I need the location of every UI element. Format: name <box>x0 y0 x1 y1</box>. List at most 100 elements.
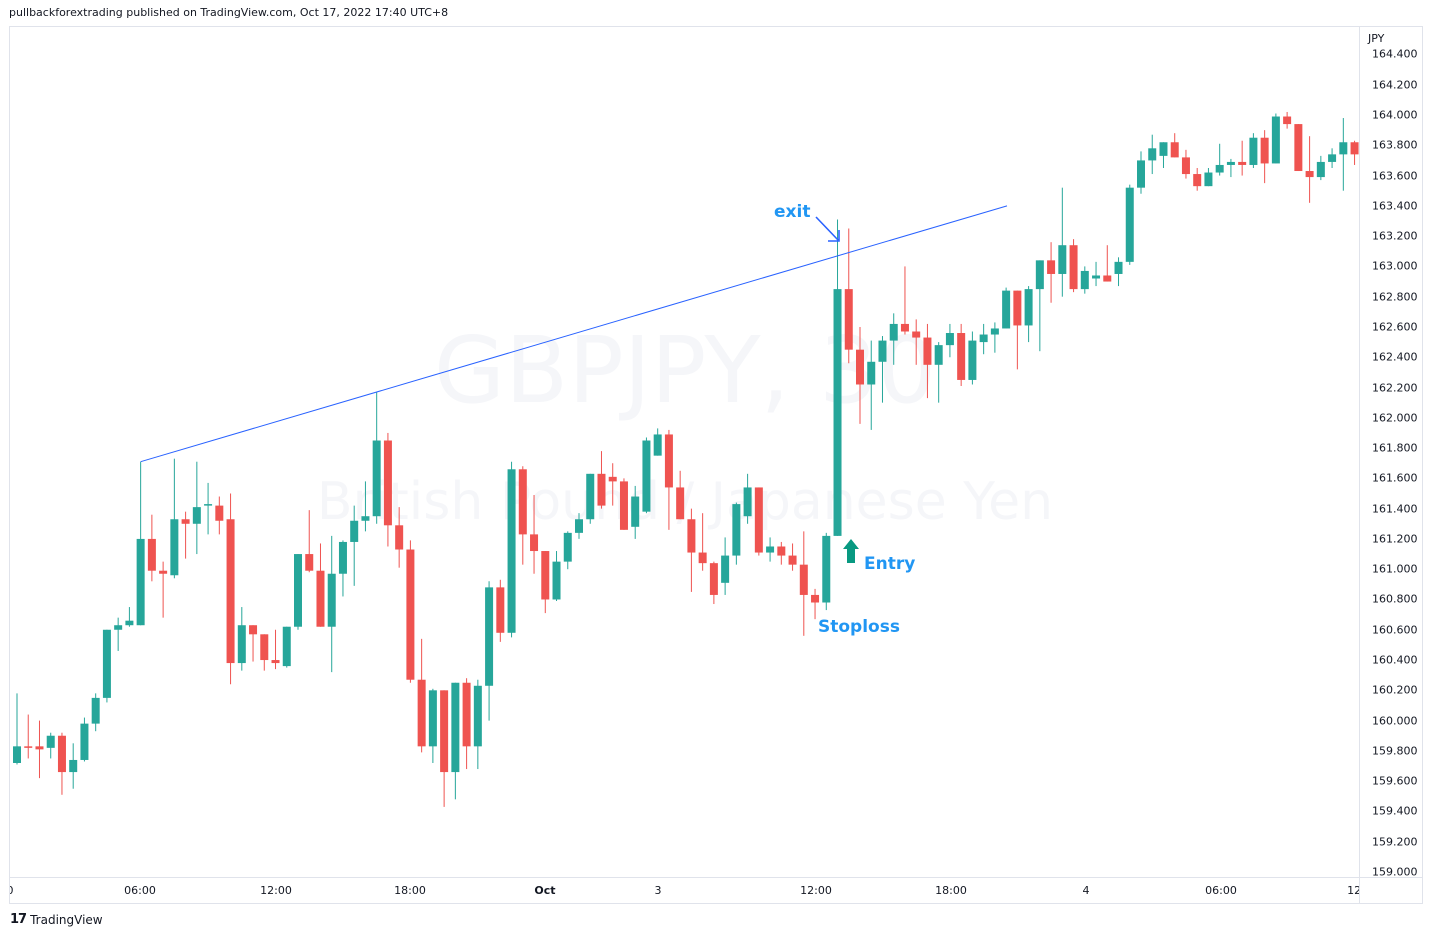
candle-up <box>507 469 516 633</box>
price-tick-label: 160.000 <box>1372 714 1418 728</box>
candle-down <box>619 481 628 530</box>
price-tick-label: 162.800 <box>1372 290 1418 304</box>
candle-up <box>563 532 572 562</box>
candle-up <box>102 629 111 698</box>
candle-down <box>1260 137 1269 164</box>
price-tick-label: 161.600 <box>1372 471 1418 485</box>
price-tick-label: 163.200 <box>1372 229 1418 243</box>
candle-up <box>1215 164 1224 173</box>
candle-down <box>395 525 404 550</box>
time-tick-label: 06:00 <box>1205 884 1237 897</box>
candle-up <box>327 573 336 627</box>
candle-down <box>856 349 864 385</box>
tradingview-logo-icon: 17 <box>10 912 27 927</box>
candle-up <box>69 759 78 773</box>
time-tick-label: 12:00 <box>800 884 832 897</box>
exit-label[interactable]: exit <box>774 202 810 222</box>
candle-down <box>518 469 527 535</box>
candle-up <box>1080 270 1089 290</box>
time-tick-label: 3 <box>654 884 662 897</box>
price-tick-label: 160.800 <box>1372 592 1418 606</box>
candle-down <box>1013 290 1022 326</box>
candle-down <box>1069 245 1078 290</box>
price-tick-label: 163.600 <box>1372 169 1418 183</box>
price-tick-label: 160.400 <box>1372 653 1418 667</box>
candle-down <box>147 538 156 571</box>
candle-up <box>170 519 179 576</box>
candle-down <box>1047 260 1056 274</box>
candle-down <box>957 333 966 380</box>
candle-up <box>732 504 741 556</box>
candle-down <box>440 690 449 773</box>
candle-up <box>1125 187 1134 262</box>
candle-up <box>114 625 123 630</box>
candle-up <box>1226 161 1235 165</box>
candle-down <box>788 555 797 565</box>
price-tick-label: 162.400 <box>1372 350 1418 364</box>
candle-down <box>912 331 921 338</box>
brand-name: TradingView <box>30 912 103 927</box>
candle-down <box>1350 142 1359 155</box>
entry-arrow-icon[interactable] <box>843 539 859 563</box>
candle-up <box>125 620 134 626</box>
candle-up <box>1148 148 1157 161</box>
candle-down <box>316 570 325 627</box>
price-tick-label: 164.000 <box>1372 108 1418 122</box>
candle-up <box>1092 275 1101 279</box>
time-tick-label: 12:00 <box>260 884 292 897</box>
candles-group <box>13 111 1359 807</box>
candle-down <box>159 570 168 574</box>
trendline[interactable] <box>140 205 1008 463</box>
candle-down <box>57 735 66 773</box>
price-tick-label: 161.000 <box>1372 562 1418 576</box>
candle-up <box>473 685 482 747</box>
candle-up <box>979 334 988 343</box>
candle-down <box>271 660 280 664</box>
candle-up <box>1249 137 1258 165</box>
candle-down <box>844 289 853 350</box>
candle-up <box>372 440 381 517</box>
exit-arrow-icon[interactable] <box>815 216 840 242</box>
candle-up <box>338 541 347 574</box>
candle-down <box>709 563 718 595</box>
stoploss-label[interactable]: Stoploss <box>818 617 900 637</box>
candle-up <box>833 289 842 536</box>
price-tick-label: 161.400 <box>1372 502 1418 516</box>
price-tick-label: 160.200 <box>1372 683 1418 697</box>
candle-down <box>383 440 392 526</box>
time-tick-label: 06:00 <box>124 884 156 897</box>
candle-up <box>1159 142 1168 156</box>
candle-up <box>586 473 595 520</box>
candle-down <box>754 487 763 553</box>
candle-down <box>1181 157 1190 175</box>
price-axis[interactable]: JPY 164.400 164.200 164.000 163.800 163.600 1… <box>1359 27 1423 877</box>
candle-up <box>631 496 640 527</box>
candle-down <box>900 323 909 332</box>
candle-up <box>1328 154 1337 162</box>
price-tick-label: 159.800 <box>1372 744 1418 758</box>
time-axis[interactable]: 0 06:00 12:00 18:00 Oct 3 12:00 18:00 4 06:00 12: <box>10 877 1359 904</box>
chart-frame <box>9 26 1423 904</box>
candle-up <box>1204 172 1213 187</box>
footer-branding: 17 TradingView <box>10 912 103 927</box>
entry-label[interactable]: Entry <box>864 554 915 574</box>
candle-down <box>530 534 539 552</box>
candle-up <box>451 682 460 773</box>
candle-up <box>282 626 291 667</box>
candle-down <box>406 549 415 680</box>
candle-up <box>294 554 302 627</box>
candle-down <box>1193 174 1202 187</box>
candle-down <box>260 634 269 661</box>
candle-down <box>305 554 314 571</box>
time-tick-label: 18:00 <box>394 884 426 897</box>
time-tick-label: 0 <box>10 884 14 897</box>
axis-corner <box>1359 877 1423 904</box>
candle-up <box>237 625 246 664</box>
candle-up <box>934 345 943 365</box>
candle-up <box>766 546 775 553</box>
chart-plot-area[interactable]: GBPJPY, 30 British Pound / Japanese Yen … <box>10 27 1359 877</box>
candle-up <box>1002 290 1011 329</box>
candle-up <box>1024 289 1033 326</box>
candle-up <box>1058 245 1067 274</box>
candle-down <box>799 564 808 595</box>
